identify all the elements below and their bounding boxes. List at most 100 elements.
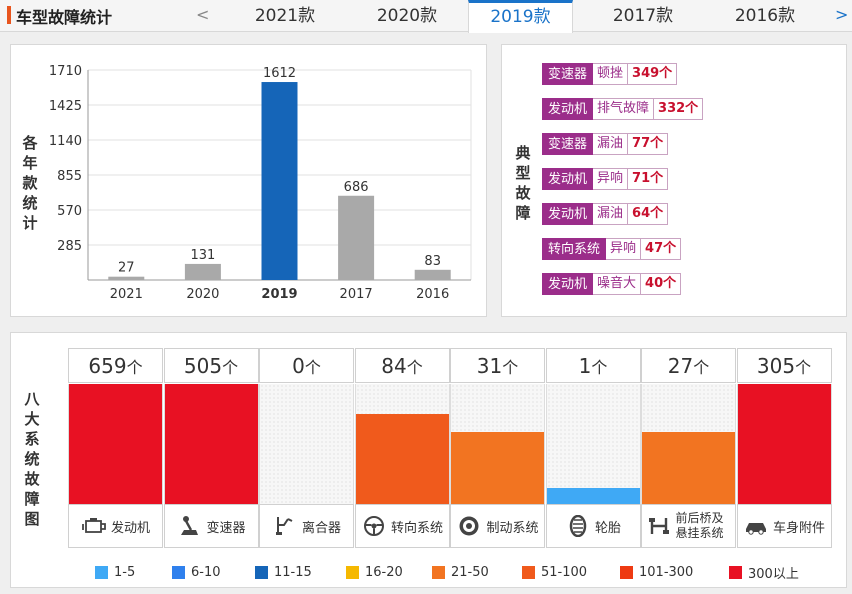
legend-swatch [432,565,445,579]
y-tick-label: 1425 [49,99,82,114]
fault-count: 47个 [640,238,682,260]
fault-system: 发动机 [542,273,594,295]
engine-icon [81,515,107,537]
system-name: 变速器 [163,504,259,548]
system-column[interactable]: 505个 变速器 [163,348,259,548]
system-name: 制动系统 [450,504,545,548]
legend-label: 1-5 [114,564,136,580]
tab-2017[interactable]: 2017款 [612,6,674,26]
legend-label: 51-100 [541,564,588,580]
fault-system: 发动机 [542,98,594,120]
count-value: 84 [381,354,407,378]
fault-system: 发动机 [542,203,594,225]
system-column[interactable]: 84个转向系统 [354,348,450,548]
system-name: 车身附件 [736,504,832,548]
count-value: 1 [578,354,592,378]
system-label: 制动系统 [486,520,539,536]
bar-value-label: 27 [118,261,135,276]
legend-item: 11-15 [255,565,312,580]
system-bar [69,384,162,504]
system-name: 轮胎 [545,504,641,548]
system-label: 前后桥及悬挂系统 [675,511,724,540]
title-accent-bar [7,6,11,24]
tab-2016[interactable]: 2016款 [734,6,796,26]
count-unit: 个 [502,358,519,377]
year-chart-panel: 各年款统计 285 570 855 1140 1425 1710 27 2021 131 2020… [10,44,487,317]
count-unit: 个 [693,358,710,377]
legend-label: 21-50 [451,564,489,580]
y-tick-label: 1140 [49,134,82,149]
car-body-icon [743,515,769,537]
system-label: 转向系统 [390,520,443,536]
fault-system: 转向系统 [542,238,607,260]
system-name: 前后桥及悬挂系统 [641,504,736,548]
fault-name: 噪音大 [593,273,641,295]
system-bar-area [354,384,450,504]
fault-row[interactable]: 变速器 顿挫 349个 [542,63,678,85]
count-unit: 个 [795,358,812,377]
fault-count: 332个 [653,98,704,120]
fault-count: 71个 [627,168,669,190]
legend-swatch [172,565,185,579]
system-bar [546,488,640,504]
system-label: 车身附件 [772,520,825,536]
bar-2021 [108,276,145,280]
system-column[interactable]: 305个车身附件 [736,348,832,548]
fault-system: 变速器 [542,63,594,85]
legend-label: 300以上 [748,566,799,582]
legend-item: 51-100 [522,564,588,580]
system-column[interactable]: 31个 制动系统 [450,348,545,548]
fault-name: 异响 [606,238,641,260]
system-count: 659个 [68,348,163,383]
system-column[interactable]: 659个发动机 [68,348,163,548]
typical-faults-label: 典型故障 [515,144,531,222]
count-unit: 个 [304,358,321,377]
system-bar-area [259,384,354,504]
prev-arrow-icon[interactable]: < [196,5,210,24]
system-label: 轮胎 [594,520,621,536]
fault-row[interactable]: 发动机 噪音大 40个 [542,273,682,295]
typical-faults-panel: 典型故障 变速器 顿挫 349个 发动机 排气故障 332个 变速器 漏油 77个 发动机 异响 71… [501,44,847,317]
fault-system: 变速器 [542,133,594,155]
fault-count: 64个 [627,203,669,225]
system-bar [164,384,258,504]
system-label: 发动机 [110,520,150,536]
legend-item: 300以上 [729,565,799,582]
fault-row[interactable]: 发动机 排气故障 332个 [542,98,704,120]
top-bar: 车型故障统计 < 2021款 2020款 2019款 2017款 2016款 > [0,0,852,33]
count-unit: 个 [126,358,143,377]
system-label: 变速器 [206,520,246,536]
system-column[interactable]: 1个 轮胎 [545,348,641,548]
tab-2020[interactable]: 2020款 [376,6,438,26]
system-bar [355,414,449,504]
fault-count: 77个 [627,133,669,155]
year-chart-ylabel: 各年款统计 [22,134,38,232]
gearbox-icon [176,515,202,537]
tab-2019[interactable]: 2019款 [468,0,573,33]
system-bar-area [68,384,163,504]
system-column[interactable]: 27个前后桥及悬挂系统 [641,348,736,548]
tab-2021[interactable]: 2021款 [254,6,316,26]
fault-name: 漏油 [593,133,628,155]
page-title: 车型故障统计 [16,8,113,27]
fault-row[interactable]: 发动机 漏油 64个 [542,203,669,225]
fault-system: 发动机 [542,168,594,190]
tire-icon [565,515,591,537]
fault-count: 349个 [627,63,678,85]
x-tick-label: 2016 [416,287,449,302]
count-value: 305 [756,354,796,378]
system-count: 27个 [641,348,736,383]
bar-2019 [261,82,298,280]
next-arrow-icon[interactable]: > [835,5,849,24]
system-label: 离合器 [301,520,341,536]
system-count: 84个 [354,348,450,383]
systems-panel: 八大系统故障图 659个 发动机 505个 变速器 0个 离合器 84个 转向系统 31个 制动系… [10,332,847,588]
legend-item: 1-5 [95,564,136,580]
system-column[interactable]: 0个 离合器 [259,348,354,548]
count-unit: 个 [222,358,239,377]
fault-row[interactable]: 转向系统 异响 47个 [542,238,682,260]
fault-row[interactable]: 发动机 异响 71个 [542,168,669,190]
fault-row[interactable]: 变速器 漏油 77个 [542,133,669,155]
bar-value-label: 131 [190,248,215,263]
system-bar-area [450,384,545,504]
